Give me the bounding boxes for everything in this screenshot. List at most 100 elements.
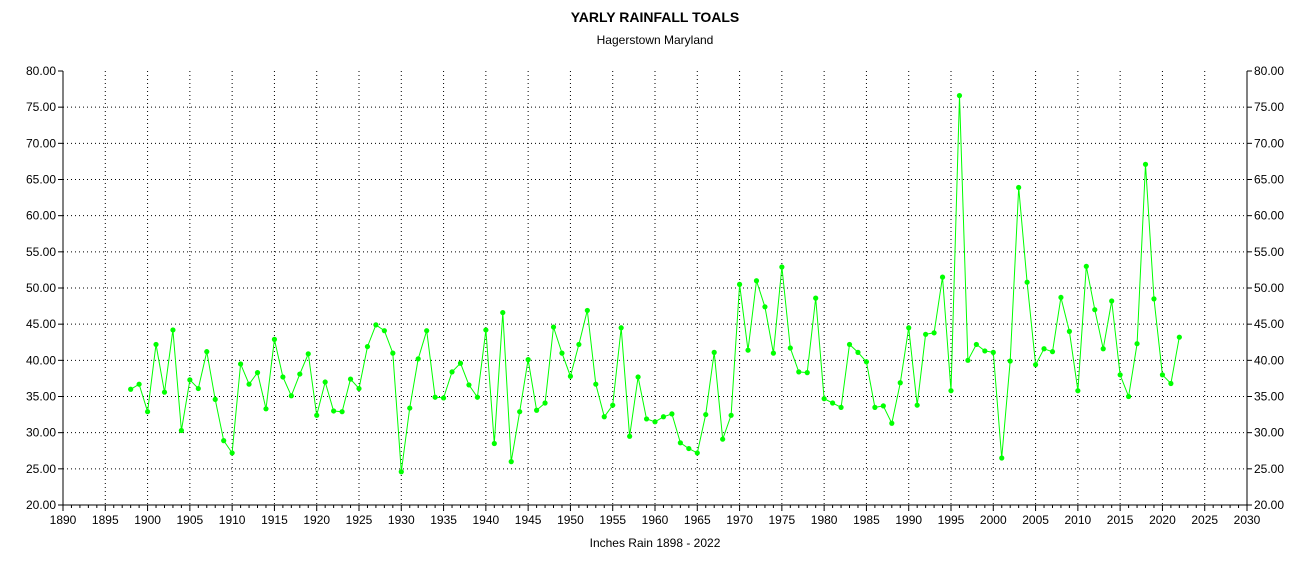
data-series <box>128 92 1182 475</box>
data-point <box>373 322 379 328</box>
data-point <box>956 92 963 99</box>
data-point <box>711 349 717 355</box>
data-point <box>990 349 996 355</box>
y-tick-label-left: 65.00 <box>26 173 56 187</box>
x-tick-label: 1950 <box>557 513 584 527</box>
data-point <box>1142 161 1149 167</box>
data-point <box>618 325 624 331</box>
data-point <box>728 412 734 418</box>
data-point <box>1159 372 1166 378</box>
data-point <box>525 357 531 363</box>
y-tick-label-right: 45.00 <box>1254 317 1284 331</box>
data-point <box>1100 346 1106 352</box>
data-point <box>660 414 667 420</box>
data-point <box>863 359 870 365</box>
tick-labels: 20.00 20.00 25.00 25.00 30.00 30.00 35.00 35.00… <box>26 64 1284 527</box>
data-point <box>889 420 895 426</box>
data-point <box>1041 346 1047 352</box>
data-point <box>440 395 447 401</box>
data-point <box>415 356 421 362</box>
data-point <box>1075 388 1081 394</box>
data-point <box>550 324 557 330</box>
x-tick-label: 1965 <box>684 513 711 527</box>
data-point <box>982 348 988 354</box>
data-point <box>804 370 810 376</box>
y-tick-label-right: 20.00 <box>1254 498 1284 512</box>
x-tick-label: 1985 <box>853 513 880 527</box>
data-point <box>736 281 743 287</box>
y-tick-label-right: 60.00 <box>1254 209 1284 223</box>
data-point <box>500 309 506 316</box>
data-point <box>246 381 252 387</box>
y-tick-label-left: 30.00 <box>26 426 56 440</box>
x-tick-label: 1890 <box>50 513 77 527</box>
data-point <box>593 381 599 387</box>
data-point <box>153 341 159 348</box>
x-tick-label: 2000 <box>980 513 1007 527</box>
data-point <box>830 400 836 406</box>
chart-subtitle: Hagerstown Maryland <box>596 33 714 47</box>
x-tick-label: 2015 <box>1107 513 1134 527</box>
data-point <box>542 400 548 406</box>
data-point <box>610 402 616 408</box>
data-point <box>1176 334 1182 340</box>
y-tick-label-left: 45.00 <box>26 317 56 331</box>
y-tick-label-left: 50.00 <box>26 281 56 295</box>
data-point <box>195 385 201 392</box>
data-point <box>1066 328 1072 334</box>
y-tick-label-right: 50.00 <box>1254 281 1284 295</box>
y-tick-label-right: 25.00 <box>1254 462 1284 476</box>
x-tick-label: 1925 <box>346 513 373 527</box>
data-point <box>1083 263 1089 269</box>
data-point <box>288 393 294 399</box>
data-point <box>407 405 413 411</box>
data-point <box>221 438 227 444</box>
chart-title: YARLY RAINFALL TOALS <box>570 9 740 25</box>
y-tick-label-left: 25.00 <box>26 462 56 476</box>
x-tick-label: 1940 <box>473 513 500 527</box>
x-tick-label: 2030 <box>1234 513 1261 527</box>
data-point <box>178 427 184 434</box>
data-point <box>796 369 802 375</box>
x-tick-label: 1995 <box>938 513 965 527</box>
data-point <box>584 307 590 314</box>
data-point <box>432 394 438 400</box>
data-point <box>517 409 523 415</box>
y-tick-label-left: 70.00 <box>26 136 56 150</box>
x-tick-label: 1975 <box>769 513 796 527</box>
data-point <box>770 350 777 356</box>
y-tick-label-right: 30.00 <box>1254 426 1284 440</box>
data-point <box>923 331 929 337</box>
data-point <box>669 411 675 417</box>
data-point <box>339 409 345 415</box>
data-point <box>559 350 565 356</box>
y-tick-label-left: 60.00 <box>26 209 56 223</box>
x-tick-label: 2010 <box>1065 513 1092 527</box>
data-point <box>897 380 903 386</box>
data-point <box>872 404 878 410</box>
x-tick-label: 1900 <box>134 513 161 527</box>
data-point <box>271 336 278 342</box>
data-point <box>144 409 151 415</box>
data-point <box>1117 372 1123 378</box>
data-point <box>855 349 861 355</box>
data-point <box>948 388 954 394</box>
data-point <box>906 325 912 331</box>
data-point <box>381 328 387 334</box>
data-point <box>161 389 168 395</box>
data-point <box>762 304 768 310</box>
data-point <box>254 370 261 376</box>
data-point <box>720 436 726 442</box>
data-point <box>576 341 582 348</box>
y-tick-label-right: 65.00 <box>1254 173 1284 187</box>
data-point <box>280 374 286 380</box>
data-point <box>939 274 946 280</box>
x-tick-label: 1945 <box>515 513 542 527</box>
x-tick-label: 1920 <box>303 513 330 527</box>
data-point <box>635 374 641 380</box>
x-tick-label: 1990 <box>895 513 922 527</box>
x-tick-label: 1955 <box>599 513 626 527</box>
data-point <box>466 382 472 388</box>
data-point <box>398 469 404 475</box>
